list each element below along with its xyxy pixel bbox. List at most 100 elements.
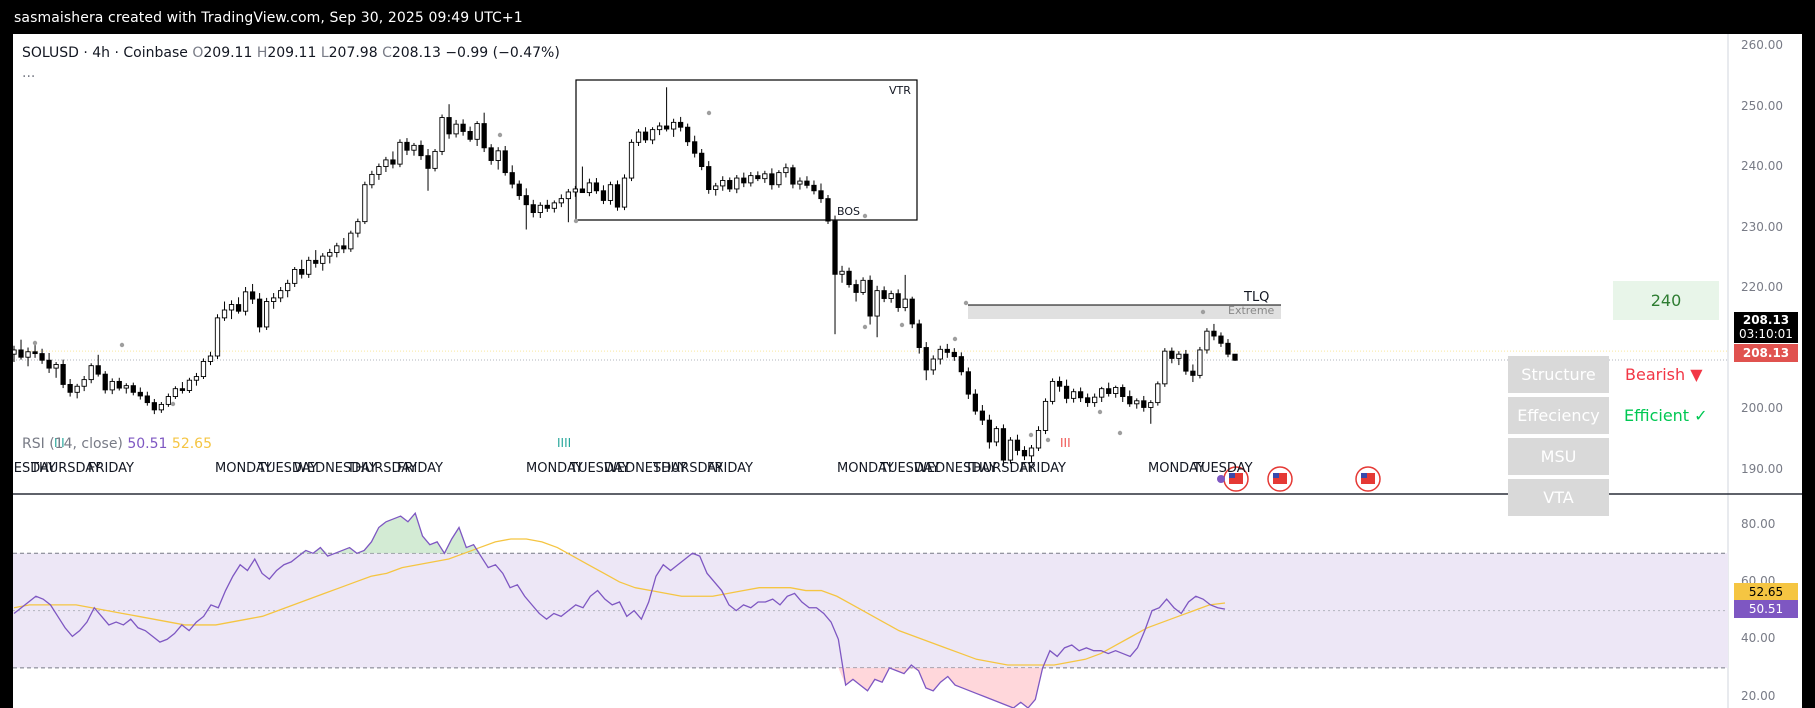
last-price-tag: 208.13 03:10:01	[1734, 312, 1798, 343]
panel-row-value: Bearish ▼	[1625, 365, 1703, 384]
swing-point-marker	[1045, 437, 1051, 443]
candle-body	[1070, 391, 1077, 399]
candle-body	[425, 155, 431, 169]
flag-stripes	[1229, 473, 1243, 484]
candle-body	[797, 180, 803, 185]
candle-body	[649, 129, 656, 141]
candle-body	[565, 191, 571, 200]
swing-point-marker	[119, 342, 125, 348]
vtr-box	[575, 79, 918, 221]
candle-body	[193, 376, 200, 381]
candle-body	[235, 304, 242, 312]
candle-body	[1007, 439, 1014, 461]
candle-body	[607, 184, 614, 201]
swing-point-marker	[706, 110, 712, 116]
candle-body	[958, 356, 964, 373]
price-tick-label: 230.00	[1741, 219, 1783, 234]
candle-body	[390, 159, 396, 165]
candle-body	[200, 360, 207, 378]
day-label: MONDAY	[837, 461, 894, 476]
candle-body	[144, 395, 150, 404]
candle-body	[1218, 335, 1224, 344]
candle-body	[979, 410, 986, 421]
candle-body	[741, 177, 747, 184]
candle-body	[467, 130, 473, 140]
candle-body	[1190, 370, 1196, 376]
candle-body	[1120, 387, 1126, 398]
price-tick-label: 190.00	[1741, 461, 1783, 476]
candle-body	[923, 347, 929, 371]
day-label: MONDAY	[1148, 461, 1205, 476]
rsi-ma-value: 52.65	[171, 436, 212, 452]
candle-body	[663, 125, 670, 130]
candle-body	[369, 173, 375, 186]
candle-body	[460, 123, 466, 132]
candle-body	[1183, 353, 1189, 372]
more-indicators-button[interactable]: ...	[22, 65, 36, 81]
rsi-line	[13, 511, 1226, 708]
high-value: 209.11	[267, 45, 317, 61]
candle-body	[530, 204, 536, 214]
candle-body	[292, 268, 298, 284]
candle-body	[734, 177, 740, 190]
candle-body	[635, 131, 642, 143]
day-label: THURSDAY	[653, 461, 724, 476]
change-value: −0.99 (−0.47%)	[445, 45, 560, 61]
candle-body	[1232, 353, 1238, 361]
rsi-tick-label: 20.00	[1741, 688, 1776, 703]
candle-body	[1211, 330, 1217, 337]
candle-body	[692, 141, 698, 154]
close-value: 208.13	[391, 45, 441, 61]
candle-body	[1042, 400, 1049, 431]
swing-point-marker	[497, 132, 503, 138]
candle-body	[130, 385, 136, 393]
swing-point-marker	[170, 401, 176, 407]
close-key: C	[382, 45, 392, 61]
rsi-legend: RSI (14, close) 50.51 52.65	[22, 436, 212, 452]
candle-body	[867, 279, 873, 317]
candle-body	[572, 188, 579, 193]
candle-body	[839, 270, 845, 275]
candle-body	[1092, 396, 1098, 404]
rsi-tick-label: 80.00	[1741, 516, 1776, 531]
day-label: TUESDAY	[880, 461, 940, 476]
high-key: H	[256, 45, 268, 61]
rsi-value: 50.51	[127, 436, 168, 452]
close-price-tag: 208.13	[1734, 344, 1798, 362]
day-label: WEDNESDAY	[914, 461, 997, 476]
candle-body	[776, 172, 782, 186]
target-value: 240	[1650, 291, 1682, 310]
candle-body	[327, 252, 333, 257]
candle-body	[846, 270, 852, 286]
low-value: 207.98	[328, 45, 378, 61]
candle-body	[1225, 342, 1231, 355]
candle-body	[249, 291, 256, 300]
candle-body	[481, 123, 487, 149]
rsi-label[interactable]: RSI (14, close)	[22, 436, 123, 452]
candle-body	[944, 348, 950, 353]
open-key: O	[192, 45, 204, 61]
candle-body	[95, 365, 101, 375]
candle-body	[762, 173, 768, 180]
candle-body	[109, 380, 115, 391]
swing-point-marker	[1200, 309, 1206, 315]
chart-area[interactable]: VTR BOS TLQ Extreme III IIII III SOLUSD · 4h ·…	[0, 34, 1815, 708]
candle-body	[1176, 353, 1182, 359]
candle-body	[579, 188, 586, 194]
candle-body	[853, 284, 859, 293]
bos-label: BOS	[837, 205, 860, 218]
day-label: THURSDAY	[31, 461, 102, 476]
candle-body	[678, 121, 684, 128]
candle-body	[1077, 391, 1084, 399]
candle-body	[502, 150, 508, 174]
candle-body	[516, 183, 522, 197]
candle-body	[88, 365, 94, 381]
rsi-overbought-fill	[14, 513, 1225, 554]
vtr-label: VTR	[889, 84, 911, 97]
candle-body	[46, 359, 52, 369]
symbol-label[interactable]: SOLUSD · 4h · Coinbase	[22, 45, 188, 61]
candle-body	[972, 393, 978, 412]
candle-body	[397, 141, 403, 165]
candle-body	[271, 297, 277, 302]
